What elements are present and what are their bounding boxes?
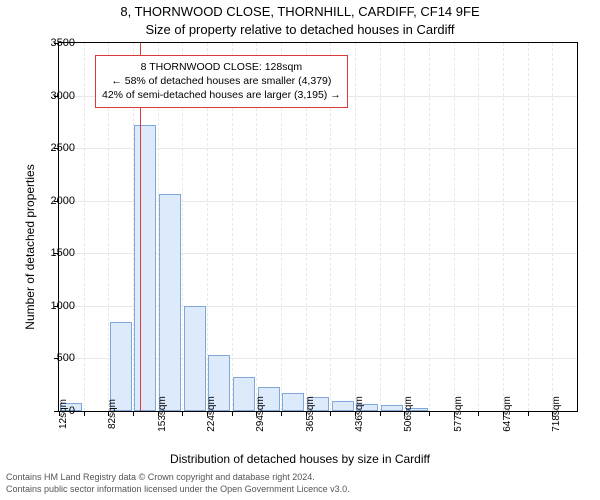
gridline-v: [552, 43, 553, 411]
xtick-label: 436sqm: [354, 389, 365, 439]
footer-line-1: Contains HM Land Registry data © Crown c…: [6, 472, 315, 482]
gridline-v: [503, 43, 504, 411]
gridline-v: [429, 43, 430, 411]
callout-box: 8 THORNWOOD CLOSE: 128sqm← 58% of detach…: [95, 55, 348, 108]
histogram-bar: [233, 377, 255, 411]
callout-line: 8 THORNWOOD CLOSE: 128sqm: [102, 60, 341, 74]
gridline-v: [478, 43, 479, 411]
histogram-bar: [159, 194, 181, 411]
xtick-label: 577sqm: [453, 389, 464, 439]
chart-title-main: 8, THORNWOOD CLOSE, THORNHILL, CARDIFF, …: [0, 4, 600, 19]
footer-line-2: Contains public sector information licen…: [6, 484, 350, 494]
ytick-label: 1000: [35, 300, 75, 312]
histogram-bar: [184, 306, 206, 411]
plot-area: 8 THORNWOOD CLOSE: 128sqm← 58% of detach…: [58, 42, 578, 412]
xtick-label: 12sqm: [58, 389, 69, 439]
ytick-label: 3500: [35, 37, 75, 49]
xtick-label: 365sqm: [305, 389, 316, 439]
xtick-mark: [281, 411, 282, 416]
histogram-bar: [381, 405, 403, 411]
gridline-v: [355, 43, 356, 411]
gridline-v: [380, 43, 381, 411]
xtick-mark: [182, 411, 183, 416]
xtick-label: 294sqm: [255, 389, 266, 439]
ytick-label: 500: [35, 352, 75, 364]
histogram-bar: [282, 393, 304, 411]
xtick-label: 506sqm: [403, 389, 414, 439]
xtick-label: 718sqm: [551, 389, 562, 439]
xtick-label: 647sqm: [502, 389, 513, 439]
xtick-mark: [133, 411, 134, 416]
gridline-v: [84, 43, 85, 411]
histogram-bar: [134, 125, 156, 411]
xtick-mark: [380, 411, 381, 416]
gridline-v: [528, 43, 529, 411]
xtick-label: 82sqm: [107, 389, 118, 439]
x-axis-label: Distribution of detached houses by size …: [0, 452, 600, 466]
xtick-label: 153sqm: [157, 389, 168, 439]
callout-line: 42% of semi-detached houses are larger (…: [102, 88, 341, 102]
xtick-mark: [478, 411, 479, 416]
histogram-bar: [332, 401, 354, 412]
xtick-label: 224sqm: [206, 389, 217, 439]
gridline-v: [454, 43, 455, 411]
callout-line: ← 58% of detached houses are smaller (4,…: [102, 74, 341, 88]
xtick-mark: [429, 411, 430, 416]
ytick-label: 0: [35, 405, 75, 417]
xtick-mark: [330, 411, 331, 416]
xtick-mark: [528, 411, 529, 416]
xtick-mark: [232, 411, 233, 416]
gridline-v: [404, 43, 405, 411]
ytick-label: 2000: [35, 195, 75, 207]
xtick-mark: [84, 411, 85, 416]
chart-title-sub: Size of property relative to detached ho…: [0, 22, 600, 37]
ytick-label: 1500: [35, 247, 75, 259]
ytick-label: 3000: [35, 90, 75, 102]
ytick-label: 2500: [35, 142, 75, 154]
